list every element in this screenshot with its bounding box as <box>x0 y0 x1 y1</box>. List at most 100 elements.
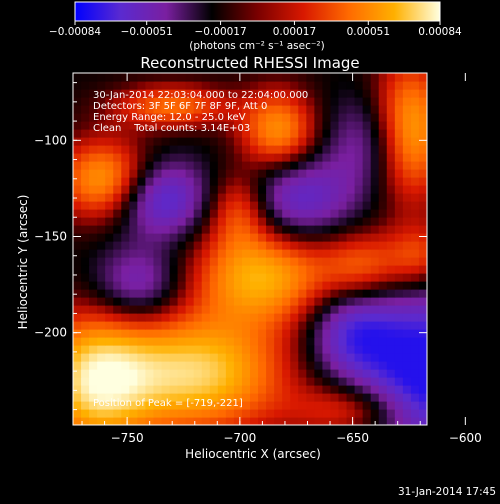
heatmap-cell <box>290 89 299 98</box>
heatmap-cell <box>354 361 364 370</box>
footer-timestamp: 31-Jan-2014 17:45 <box>398 486 496 498</box>
heatmap-cell <box>386 417 396 425</box>
heatmap-cell <box>378 233 388 242</box>
heatmap-cell <box>177 137 187 146</box>
heatmap-cell <box>266 361 275 370</box>
heatmap-cell <box>298 145 307 154</box>
heatmap-cell <box>418 313 427 322</box>
heatmap-cell <box>209 217 219 226</box>
heatmap-cell <box>241 177 251 186</box>
heatmap-cell <box>346 305 356 314</box>
heatmap-cell <box>145 145 155 154</box>
heatmap-cell <box>193 377 203 386</box>
heatmap-cell <box>266 369 275 378</box>
heatmap-cell <box>266 409 275 418</box>
heatmap-cell <box>322 209 332 218</box>
heatmap-cell <box>362 393 372 402</box>
heatmap-cell <box>177 145 187 154</box>
heatmap-cell <box>129 233 138 242</box>
heatmap-cell <box>290 257 299 266</box>
heatmap-cell <box>89 289 98 298</box>
heatmap-cell <box>330 193 340 202</box>
heatmap-cell <box>233 289 243 298</box>
heatmap-cell <box>153 161 163 170</box>
heatmap-cell <box>241 81 251 90</box>
heatmap-cell <box>378 161 388 170</box>
heatmap-cell <box>97 305 106 314</box>
heatmap-cell <box>89 121 98 130</box>
heatmap-cell <box>378 89 388 98</box>
heatmap-cell <box>97 385 106 394</box>
heatmap-cell <box>209 105 219 114</box>
heatmap-cell <box>370 353 380 362</box>
heatmap-cell <box>338 105 348 114</box>
heatmap-cell <box>97 297 106 306</box>
heatmap-cell <box>258 409 267 418</box>
heatmap-cell <box>233 345 243 354</box>
heatmap-cell <box>250 345 259 354</box>
heatmap-cell <box>233 393 243 402</box>
heatmap-cell <box>258 401 267 410</box>
heatmap-cell <box>161 417 171 425</box>
heatmap-cell <box>225 209 235 218</box>
heatmap-cell <box>153 289 163 298</box>
heatmap-cell <box>314 361 324 370</box>
heatmap-cell <box>233 361 243 370</box>
heatmap-cell <box>161 257 171 266</box>
heatmap-cell <box>322 201 332 210</box>
heatmap-cell <box>225 97 235 106</box>
heatmap-cell <box>306 113 315 122</box>
heatmap-cell <box>290 97 299 106</box>
heatmap-cell <box>241 369 251 378</box>
heatmap-cell <box>258 185 267 194</box>
heatmap-cell <box>346 73 356 82</box>
heatmap-cell <box>410 201 420 210</box>
heatmap-cell <box>177 225 187 234</box>
heatmap-cell <box>266 161 275 170</box>
heatmap-cell <box>386 273 396 282</box>
heatmap-cell <box>330 145 340 154</box>
heatmap-cell <box>402 129 412 138</box>
heatmap-cell <box>193 305 203 314</box>
heatmap-cell <box>201 81 211 90</box>
heatmap-cell <box>418 305 427 314</box>
heatmap-cell <box>193 137 203 146</box>
heatmap-cell <box>354 273 364 282</box>
heatmap-cell <box>177 73 187 82</box>
heatmap-cell <box>121 417 130 425</box>
heatmap-cell <box>378 321 388 330</box>
heatmap-cell <box>306 81 315 90</box>
heatmap-cell <box>362 145 372 154</box>
heatmap-cell <box>322 281 332 290</box>
heatmap-cell <box>129 289 138 298</box>
heatmap-cell <box>169 105 179 114</box>
heatmap-cell <box>370 393 380 402</box>
heatmap-cell <box>241 353 251 362</box>
heatmap-cell <box>185 81 195 90</box>
heatmap-cell <box>177 265 187 274</box>
heatmap-cell <box>274 321 283 330</box>
heatmap-cell <box>233 193 243 202</box>
heatmap-cell <box>362 169 372 178</box>
heatmap-cell <box>241 385 251 394</box>
heatmap-cell <box>217 113 227 122</box>
heatmap-cell <box>298 401 307 410</box>
heatmap-cell <box>250 185 259 194</box>
heatmap-cell <box>298 297 307 306</box>
heatmap-cell <box>185 289 195 298</box>
heatmap-cell <box>250 129 259 138</box>
heatmap-cell <box>81 201 90 210</box>
heatmap-cell <box>81 417 90 425</box>
heatmap-cell <box>338 313 348 322</box>
heatmap-cell <box>161 329 171 338</box>
heatmap-cell <box>378 313 388 322</box>
heatmap-cell <box>89 217 98 226</box>
heatmap-cell <box>418 369 427 378</box>
heatmap-cell <box>250 89 259 98</box>
heatmap-cell <box>137 345 147 354</box>
heatmap-cell <box>225 161 235 170</box>
heatmap-cell <box>89 377 98 386</box>
heatmap-cell <box>185 313 195 322</box>
heatmap-cell <box>89 177 98 186</box>
heatmap-cell <box>410 417 420 425</box>
